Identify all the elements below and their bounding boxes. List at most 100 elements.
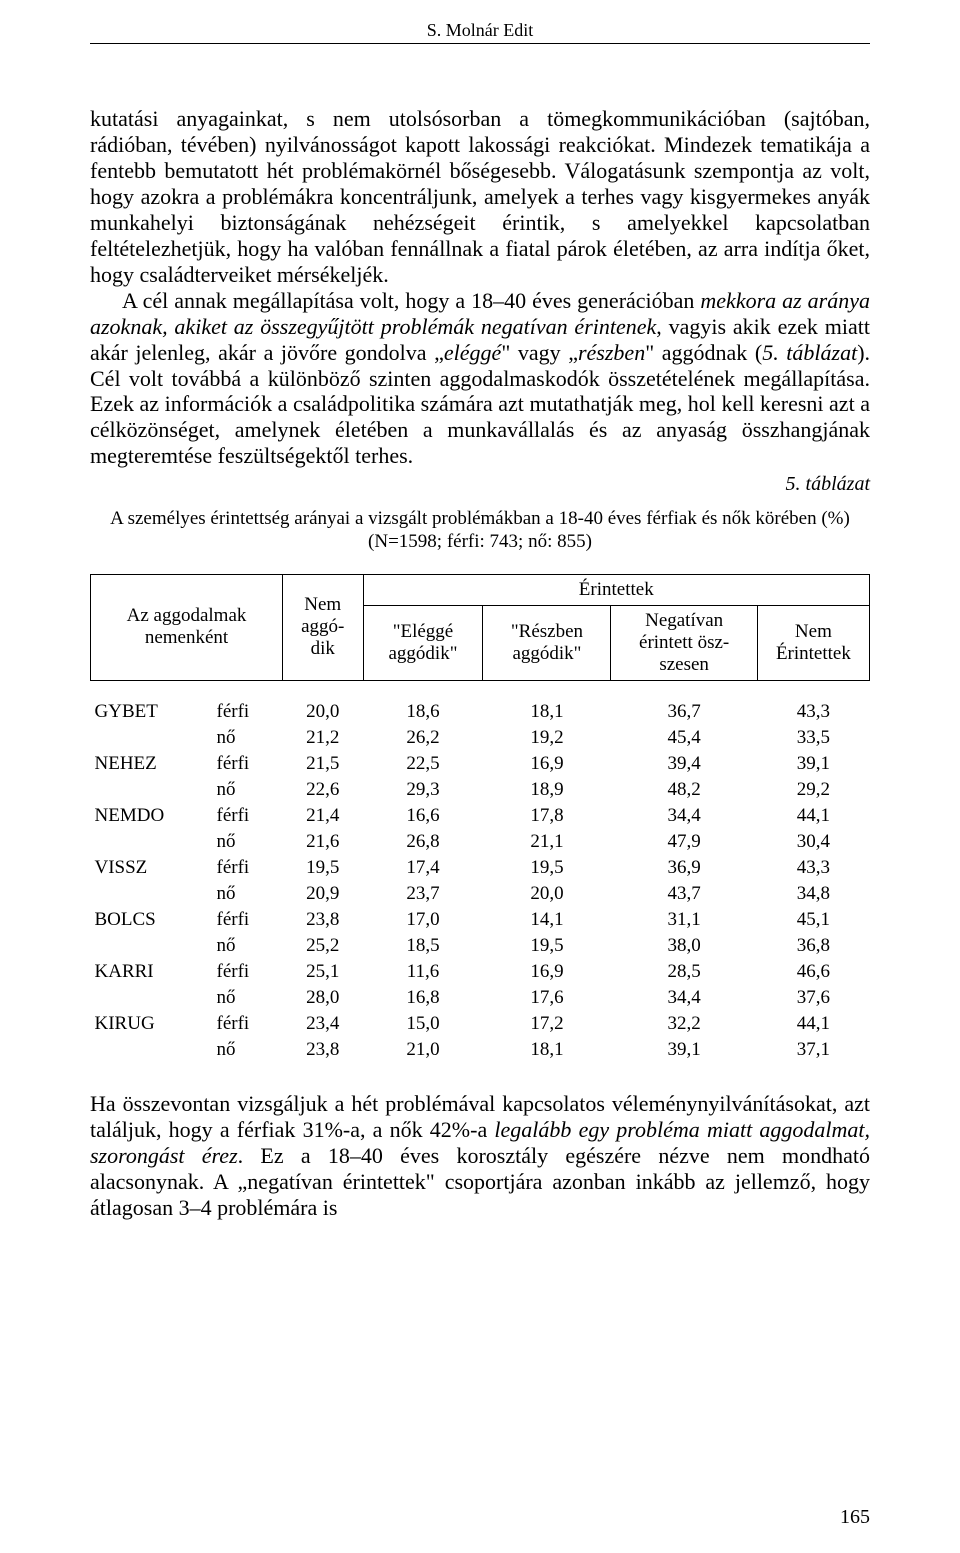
table-cell: 46,6 — [757, 959, 869, 985]
table-cell: 38,0 — [611, 933, 757, 959]
table-row: VISSZférfi19,517,419,536,943,3 — [91, 855, 870, 881]
table-cell: 37,6 — [757, 985, 869, 1011]
table-cell: 23,8 — [283, 907, 364, 933]
table-cell: 11,6 — [363, 959, 483, 985]
table-cell: 21,6 — [283, 829, 364, 855]
table-cell: 33,5 — [757, 725, 869, 751]
body-text-block-2: Ha összevontan vizsgáljuk a hét problémá… — [90, 1091, 870, 1221]
th-col5: Nem Érintettek — [757, 605, 869, 680]
table-cell: BOLCS — [91, 907, 211, 933]
table-cell: NEMDO — [91, 803, 211, 829]
table-cell: 18,1 — [483, 1037, 611, 1063]
table-cell: 20,0 — [283, 699, 364, 725]
table-cell: 39,1 — [757, 751, 869, 777]
table-cell: 17,6 — [483, 985, 611, 1011]
table-cell: 17,4 — [363, 855, 483, 881]
table-cell — [91, 777, 211, 803]
paragraph-1: kutatási anyagainkat, s nem utolsósorban… — [90, 106, 870, 288]
th-erintettek: Érintettek — [363, 574, 869, 605]
table-cell: 21,4 — [283, 803, 364, 829]
table-cell: NEHEZ — [91, 751, 211, 777]
table-cell: GYBET — [91, 699, 211, 725]
table-cell: 44,1 — [757, 1011, 869, 1037]
table-cell — [91, 829, 211, 855]
table-cell: 17,2 — [483, 1011, 611, 1037]
table-cell: 21,0 — [363, 1037, 483, 1063]
th-col4: Negatívan érintett ösz- szesen — [611, 605, 757, 680]
table-label: 5. táblázat — [90, 473, 870, 496]
table-cell: 29,2 — [757, 777, 869, 803]
table-cell: 18,6 — [363, 699, 483, 725]
table-cell: 18,5 — [363, 933, 483, 959]
table-row: nő22,629,318,948,229,2 — [91, 777, 870, 803]
table-cell: 19,2 — [483, 725, 611, 751]
table-body: GYBETférfi20,018,618,136,743,3nő21,226,2… — [91, 680, 870, 1063]
table-cell: KARRI — [91, 959, 211, 985]
table-caption-line1: A személyes érintettség arányai a vizsgá… — [110, 508, 850, 529]
table-cell: 26,2 — [363, 725, 483, 751]
table-cell: 17,0 — [363, 907, 483, 933]
table-row: nő21,226,219,245,433,5 — [91, 725, 870, 751]
table-cell: 22,6 — [283, 777, 364, 803]
table-cell: nő — [211, 881, 283, 907]
table-row: nő21,626,821,147,930,4 — [91, 829, 870, 855]
p2d: eléggé — [444, 340, 501, 365]
table-cell: 20,0 — [483, 881, 611, 907]
table-cell: férfi — [211, 803, 283, 829]
page: S. Molnár Edit kutatási anyagainkat, s n… — [0, 0, 960, 1553]
running-head: S. Molnár Edit — [90, 20, 870, 44]
p2e: " vagy „ — [501, 340, 578, 365]
table-cell: 25,1 — [283, 959, 364, 985]
table-cell: 44,1 — [757, 803, 869, 829]
table-cell: KIRUG — [91, 1011, 211, 1037]
table-cell: 14,1 — [483, 907, 611, 933]
table-caption-line2: (N=1598; férfi: 743; nő: 855) — [368, 531, 592, 552]
table-cell: 29,3 — [363, 777, 483, 803]
table-cell: 30,4 — [757, 829, 869, 855]
table-cell: nő — [211, 829, 283, 855]
table-cell: 16,9 — [483, 751, 611, 777]
body-text-block-1: kutatási anyagainkat, s nem utolsósorban… — [90, 106, 870, 469]
table-cell: nő — [211, 777, 283, 803]
table-cell: 23,8 — [283, 1037, 364, 1063]
table-cell — [91, 1037, 211, 1063]
table-cell: nő — [211, 725, 283, 751]
table-cell: férfi — [211, 1011, 283, 1037]
table-row: KIRUGférfi23,415,017,232,244,1 — [91, 1011, 870, 1037]
table-cell: 47,9 — [611, 829, 757, 855]
table-cell: 39,4 — [611, 751, 757, 777]
table-cell — [91, 985, 211, 1011]
table-cell: 31,1 — [611, 907, 757, 933]
table-cell: 23,7 — [363, 881, 483, 907]
table-cell: 32,2 — [611, 1011, 757, 1037]
data-table: Az aggodalmak nemenként Nem aggó- dik Ér… — [90, 574, 870, 1063]
table-cell: 36,8 — [757, 933, 869, 959]
table-cell — [91, 881, 211, 907]
table-cell: férfi — [211, 907, 283, 933]
table-cell: 45,1 — [757, 907, 869, 933]
table-cell: 28,5 — [611, 959, 757, 985]
table-row: KARRIférfi25,111,616,928,546,6 — [91, 959, 870, 985]
table-cell: 48,2 — [611, 777, 757, 803]
table-cell: 43,3 — [757, 855, 869, 881]
table-cell: 43,3 — [757, 699, 869, 725]
table-row: nő28,016,817,634,437,6 — [91, 985, 870, 1011]
th-col3: "Részben aggódik" — [483, 605, 611, 680]
table-cell — [91, 725, 211, 751]
table-cell: 19,5 — [483, 933, 611, 959]
table-row: NEHEZférfi21,522,516,939,439,1 — [91, 751, 870, 777]
table-cell: férfi — [211, 855, 283, 881]
table-cell: 26,8 — [363, 829, 483, 855]
table-cell: 16,9 — [483, 959, 611, 985]
table-cell: 34,4 — [611, 803, 757, 829]
table-cell: 21,1 — [483, 829, 611, 855]
table-cell: 19,5 — [483, 855, 611, 881]
table-cell: 36,7 — [611, 699, 757, 725]
table-row: nő20,923,720,043,734,8 — [91, 881, 870, 907]
p2h: 5. táblázat — [762, 340, 857, 365]
th-col1: Nem aggó- dik — [283, 574, 364, 680]
table-row: nő25,218,519,538,036,8 — [91, 933, 870, 959]
paragraph-2: A cél annak megállapítása volt, hogy a 1… — [90, 288, 870, 470]
table-cell: 18,1 — [483, 699, 611, 725]
table-row: GYBETférfi20,018,618,136,743,3 — [91, 699, 870, 725]
